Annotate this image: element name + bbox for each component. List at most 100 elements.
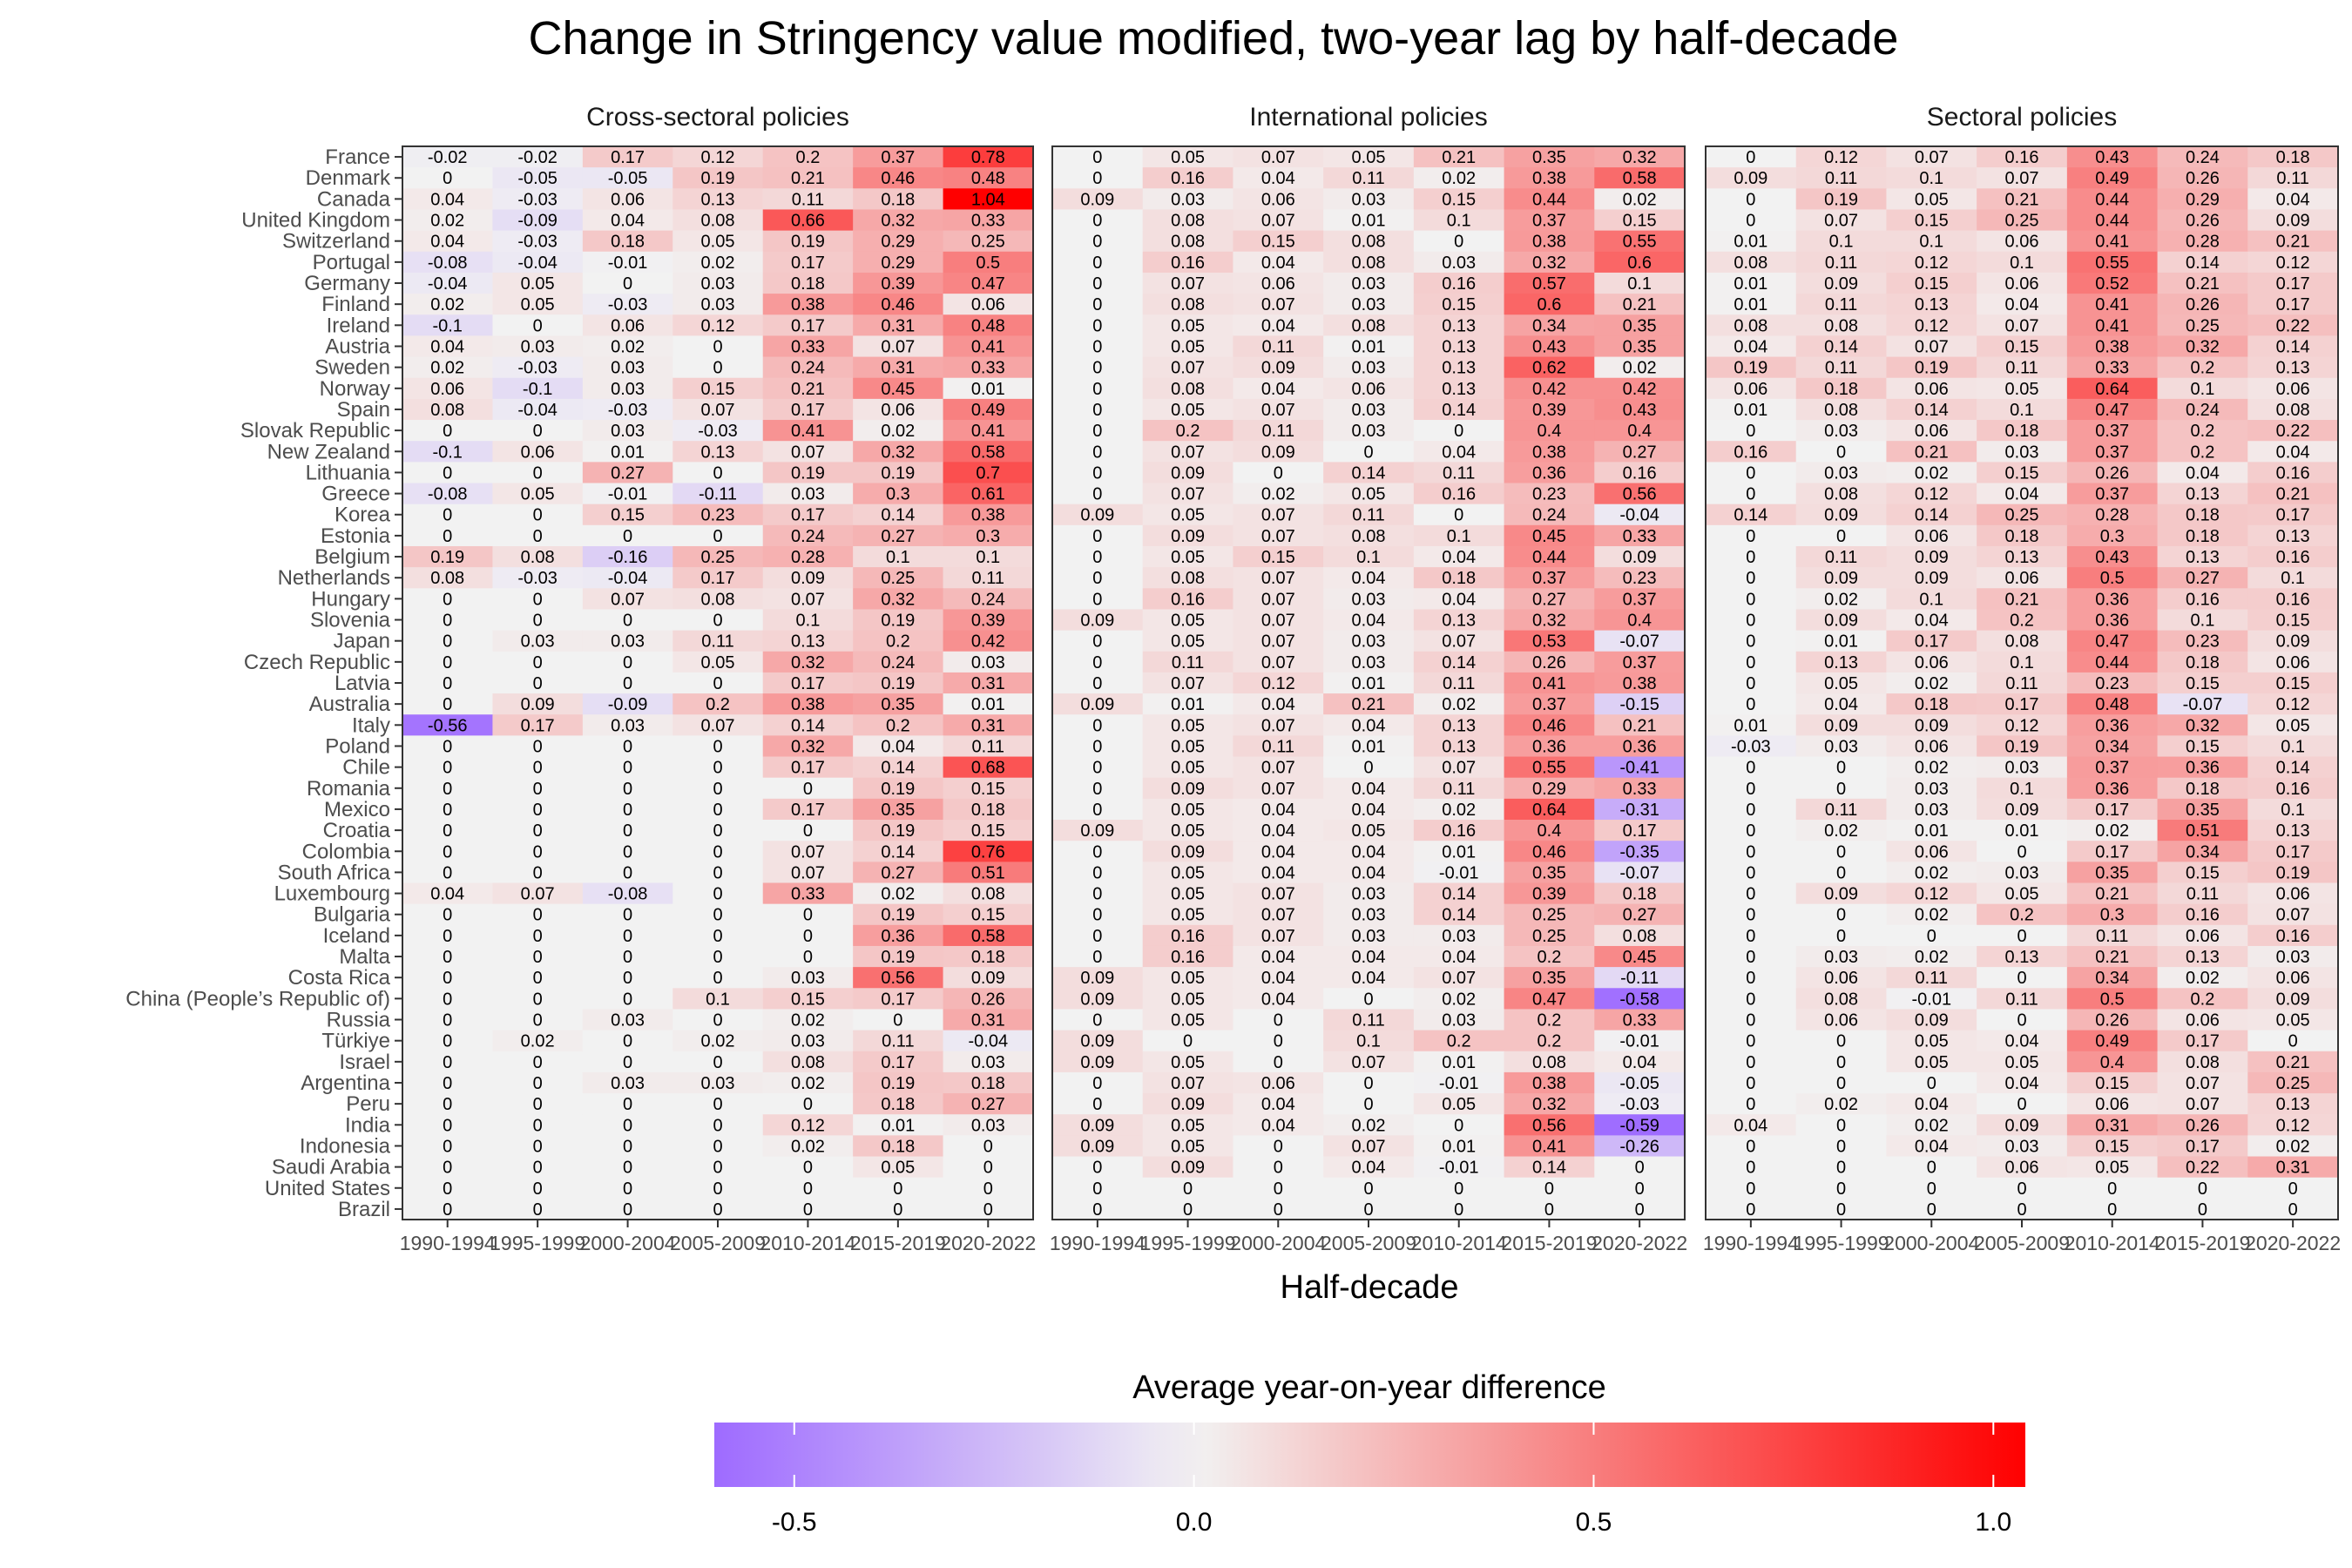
heatmap-cell (1323, 524, 1415, 547)
x-tick-label: 2015-2019 (850, 1232, 946, 1254)
cell-label: 0.44 (2095, 212, 2129, 231)
cell-label: 0.11 (1262, 337, 1294, 356)
heatmap-cell (1504, 230, 1595, 253)
heatmap-cell (1413, 294, 1505, 315)
heatmap-cell (853, 230, 944, 253)
heatmap-cell (943, 209, 1034, 232)
cell-label: 0.04 (430, 190, 464, 209)
cell-label: 0.11 (1916, 969, 1948, 988)
heatmap-cell (582, 882, 673, 905)
cell-label: 0.07 (1442, 969, 1476, 988)
heatmap-cell (492, 693, 584, 715)
cell-label: 0 (803, 780, 813, 799)
heatmap-cell (1323, 903, 1415, 926)
heatmap-cell (2066, 294, 2159, 315)
cell-label: 0.11 (792, 190, 824, 209)
y-tick-label: Romania (307, 777, 391, 801)
heatmap-cell (762, 441, 854, 463)
cell-label: 0 (533, 927, 543, 946)
cell-label: 0 (713, 1095, 722, 1114)
cell-label: 0 (713, 463, 722, 483)
cell-label: 0.14 (881, 842, 915, 862)
heatmap-cell (1504, 588, 1595, 611)
cell-label: 0.12 (1915, 253, 1949, 273)
heatmap-cell (1142, 567, 1234, 589)
cell-label: 0 (623, 801, 632, 820)
cell-label: 0.2 (1538, 1032, 1562, 1051)
y-tick-label: United Kingdom (241, 209, 390, 233)
cell-label: 0.07 (1171, 1074, 1205, 1093)
heatmap-cell (1594, 1177, 1686, 1200)
cell-label: 0.08 (1171, 295, 1205, 314)
cell-label: 0.09 (1261, 359, 1295, 378)
cell-label: 0.07 (611, 590, 645, 609)
cell-label: 0 (1363, 1074, 1373, 1093)
cell-label: 0.03 (1824, 422, 1858, 441)
y-tick-label: United States (265, 1177, 390, 1200)
cell-label: 0.2 (1538, 1011, 1562, 1031)
heatmap-cell (1142, 903, 1234, 926)
cell-label: 0.04 (1442, 590, 1476, 609)
cell-label: 0.05 (1915, 1053, 1949, 1072)
cell-label: 0 (443, 1159, 452, 1178)
heatmap-cell (853, 335, 944, 358)
cell-label: 0 (1183, 1179, 1193, 1199)
cell-label: 0.07 (1915, 148, 1949, 167)
heatmap-cell (762, 988, 854, 1010)
cell-label: 0.27 (881, 527, 915, 546)
heatmap-cell (1886, 567, 1977, 589)
cell-label: 0.09 (1824, 569, 1858, 588)
cell-label: 0.37 (1623, 590, 1657, 609)
y-tick-label: Saudi Arabia (272, 1156, 391, 1179)
heatmap-cell (1323, 798, 1415, 821)
heatmap-cell (672, 651, 764, 673)
cell-label: 0.37 (881, 148, 915, 167)
cell-label: -0.04 (517, 401, 558, 420)
cell-label: 0.03 (2005, 759, 2039, 778)
heatmap-cell (582, 167, 673, 189)
heatmap-cell (402, 251, 494, 274)
heatmap-cell (853, 251, 944, 274)
cell-label: 0 (533, 863, 543, 882)
cell-label: 0.22 (2276, 316, 2310, 335)
cell-label: 0.09 (1734, 169, 1767, 188)
y-tick-label: Hungary (311, 587, 390, 611)
cell-label: 0 (443, 1095, 452, 1114)
cell-label: 0 (623, 906, 632, 925)
heatmap-cell (1142, 777, 1234, 800)
heatmap-cell (1594, 820, 1686, 841)
heatmap-cell (1323, 588, 1415, 611)
cell-label: 0.08 (1734, 253, 1767, 273)
cell-label: 0.43 (2095, 548, 2129, 567)
cell-label: 0.07 (1171, 443, 1205, 462)
cell-label: 0.02 (521, 1032, 555, 1051)
heatmap-cell (943, 504, 1034, 526)
heatmap-cell (2157, 167, 2248, 189)
heatmap-cell (1142, 862, 1234, 884)
heatmap-cell (402, 398, 494, 421)
heatmap-cell (1323, 1177, 1415, 1200)
cell-label: 0.15 (971, 821, 1005, 841)
heatmap-cell (1142, 483, 1234, 505)
cell-label: 0.07 (1352, 1137, 1386, 1156)
cell-label: 0 (803, 821, 813, 841)
heatmap-cell (1323, 672, 1415, 694)
cell-label: 0.44 (2095, 190, 2129, 209)
cell-label: 0 (1746, 590, 1755, 609)
heatmap-cell (492, 1135, 584, 1158)
heatmap-cell (1795, 272, 1888, 294)
heatmap-cell (492, 651, 584, 673)
heatmap-cell (762, 1009, 854, 1031)
heatmap-cell (2157, 146, 2248, 168)
heatmap-cell (1504, 567, 1595, 589)
cell-label: 0.01 (1824, 632, 1858, 652)
cell-label: 0.12 (1261, 674, 1295, 693)
heatmap-cell (402, 567, 494, 589)
cell-label: 0.5 (2100, 569, 2125, 588)
cell-label: -0.03 (517, 190, 558, 209)
cell-label: 0 (533, 842, 543, 862)
heatmap-cell (582, 377, 673, 400)
cell-label: 0.33 (791, 885, 825, 904)
heatmap-cell (2247, 377, 2339, 400)
heatmap-cell (762, 504, 854, 526)
